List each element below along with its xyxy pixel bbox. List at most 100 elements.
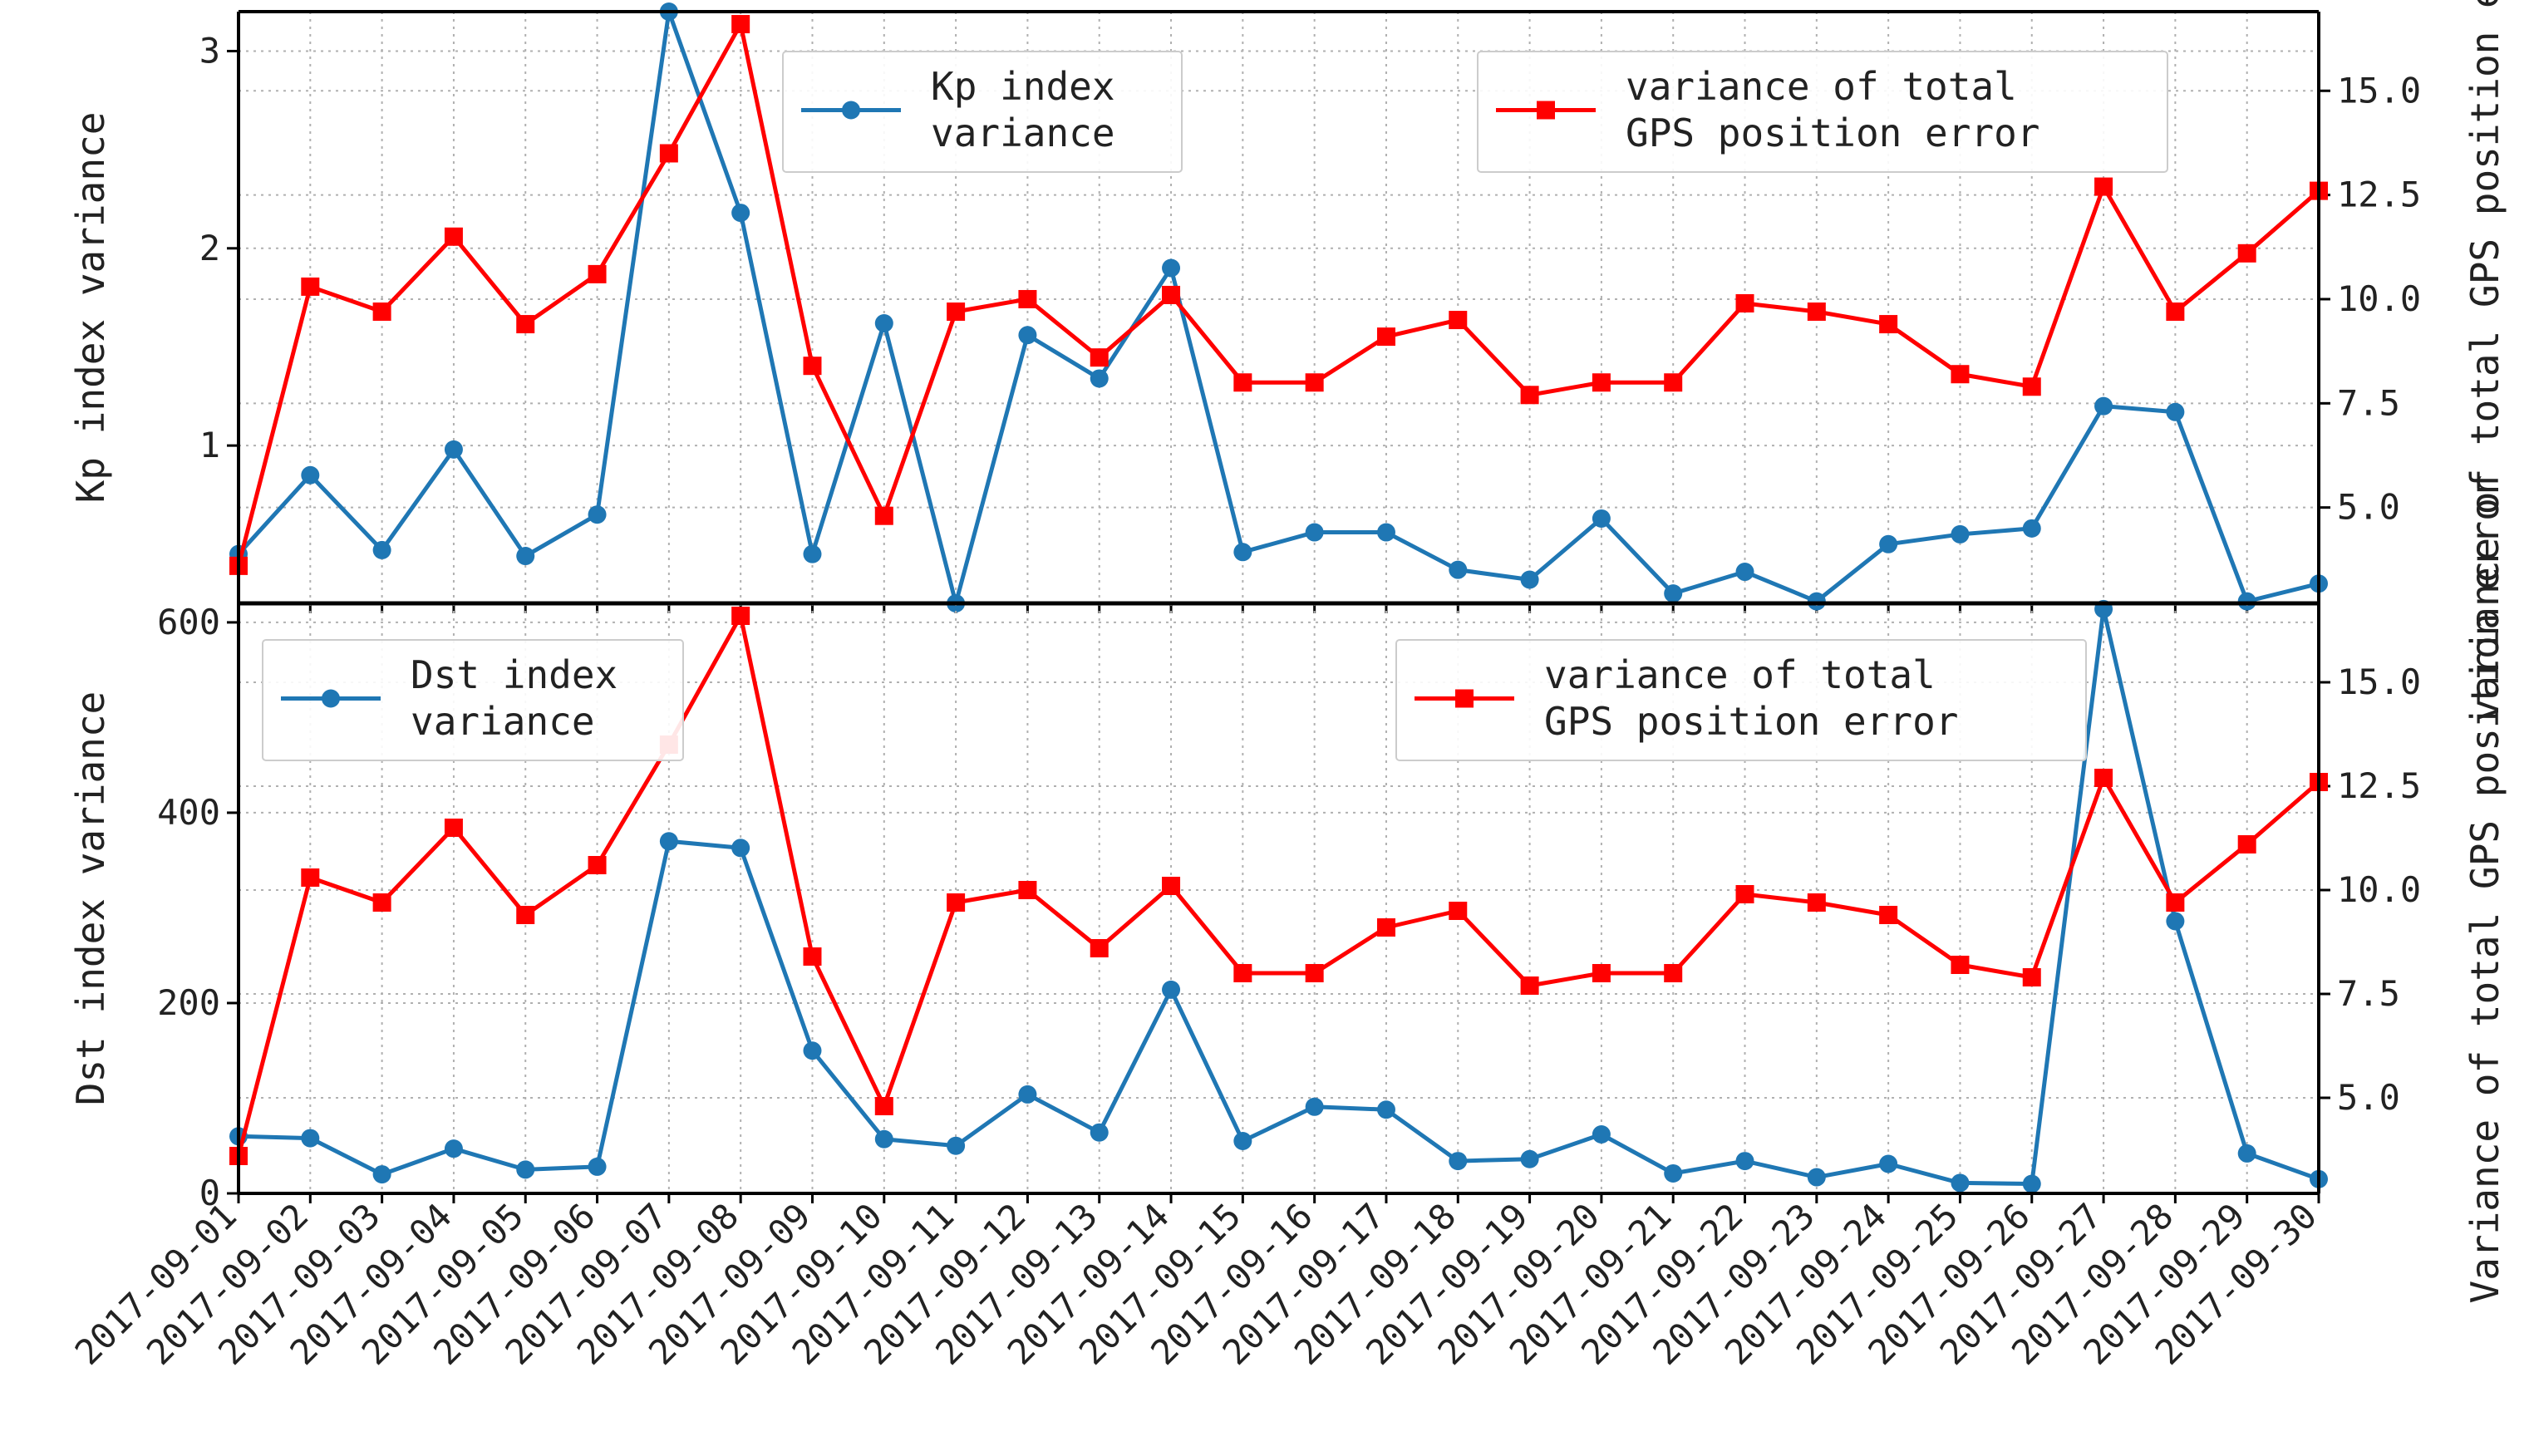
data-point (1879, 315, 1898, 334)
data-point (659, 832, 678, 851)
data-point (2166, 893, 2185, 912)
data-point (301, 277, 320, 296)
y2-tick-label: 7.5 (2337, 382, 2400, 423)
legend-swatch-marker (1455, 689, 1474, 708)
data-point (1018, 326, 1037, 345)
y2-tick-label: 10.0 (2337, 869, 2421, 910)
y-tick-label: 2 (199, 228, 220, 268)
data-point (2094, 396, 2113, 416)
data-point (1162, 285, 1181, 304)
data-point (874, 313, 893, 332)
legend-swatch-marker (842, 101, 860, 120)
y2-tick-label: 7.5 (2337, 973, 2400, 1014)
legend-frame (1395, 639, 2087, 761)
data-point (1233, 964, 1252, 982)
data-point (516, 1160, 535, 1179)
data-point (2022, 968, 2041, 986)
data-point (874, 1129, 893, 1149)
data-point (1162, 877, 1181, 895)
data-point (659, 144, 678, 163)
data-point (1449, 560, 1468, 579)
data-point (1162, 258, 1181, 278)
data-point (301, 1129, 320, 1148)
data-point (1664, 373, 1683, 392)
series-line (236, 22, 2320, 567)
data-point (2094, 769, 2113, 787)
data-point (1305, 373, 1324, 392)
data-point (1018, 881, 1037, 899)
y2-tick-label: 15.0 (2337, 662, 2421, 702)
data-point (444, 440, 463, 459)
data-point (1018, 1085, 1037, 1104)
data-point (731, 839, 750, 858)
data-point (1735, 563, 1754, 582)
data-point (947, 893, 966, 912)
data-point (588, 856, 607, 874)
y2-axis-label: Variance of total GPS position error (2463, 475, 2507, 1304)
y2-tick-label: 12.5 (2337, 765, 2421, 806)
data-point (372, 1165, 391, 1184)
data-point (874, 1097, 893, 1115)
data-point (2237, 1144, 2256, 1163)
legend-swatch-marker (322, 689, 340, 708)
data-point (1090, 348, 1109, 367)
data-point (1018, 289, 1037, 308)
legend-frame (262, 639, 684, 761)
y-tick-label: 1 (199, 425, 220, 465)
data-point (1376, 523, 1395, 542)
data-point (1735, 885, 1754, 903)
data-point (1879, 906, 1898, 924)
y-axis-label: Dst index variance (68, 691, 113, 1106)
data-point (1090, 369, 1109, 388)
data-point (2237, 835, 2256, 853)
legend-label: variance of total (1626, 64, 2017, 109)
data-point (1305, 523, 1324, 542)
legend-label: Dst index (411, 652, 617, 697)
data-point (516, 906, 535, 924)
series-gps-error (229, 15, 2328, 575)
y-axis-label: Kp index variance (68, 112, 113, 504)
data-point (301, 465, 320, 485)
data-point (874, 506, 893, 525)
legend-frame (782, 51, 1183, 173)
data-point (1951, 365, 1970, 384)
series-gps-error (229, 607, 2328, 1165)
data-point (516, 547, 535, 566)
data-point (1090, 1123, 1109, 1142)
series-line (236, 613, 2320, 1157)
data-point (1162, 980, 1181, 999)
data-point (1305, 964, 1324, 982)
data-point (1592, 964, 1611, 982)
legend-swatch-marker (1537, 101, 1555, 120)
data-point (803, 544, 822, 563)
data-point (1879, 1154, 1898, 1173)
data-point (2022, 377, 2041, 396)
panel-2: 0 200 400 600 5.0 7.5 10.0 12.5 15.0 Dst index va… (68, 599, 2421, 1213)
y-tick-label: 200 (157, 982, 220, 1023)
series-index (229, 2, 2328, 612)
data-point (2022, 1174, 2041, 1193)
data-point (516, 315, 535, 334)
data-point (1449, 311, 1468, 330)
y-tick-label: 3 (199, 30, 220, 71)
data-point (1664, 1163, 1683, 1183)
data-point (1664, 584, 1683, 603)
data-point (731, 607, 750, 625)
data-point (372, 540, 391, 559)
data-point (1735, 1152, 1754, 1171)
data-point (1664, 964, 1683, 982)
series-line (238, 607, 2320, 1187)
data-point (372, 893, 391, 912)
data-point (1807, 1168, 1826, 1187)
data-point (731, 204, 750, 223)
data-point (2237, 243, 2256, 263)
data-point (1376, 1100, 1395, 1119)
data-point (444, 819, 463, 837)
data-point (803, 1041, 822, 1060)
data-point (372, 303, 391, 322)
